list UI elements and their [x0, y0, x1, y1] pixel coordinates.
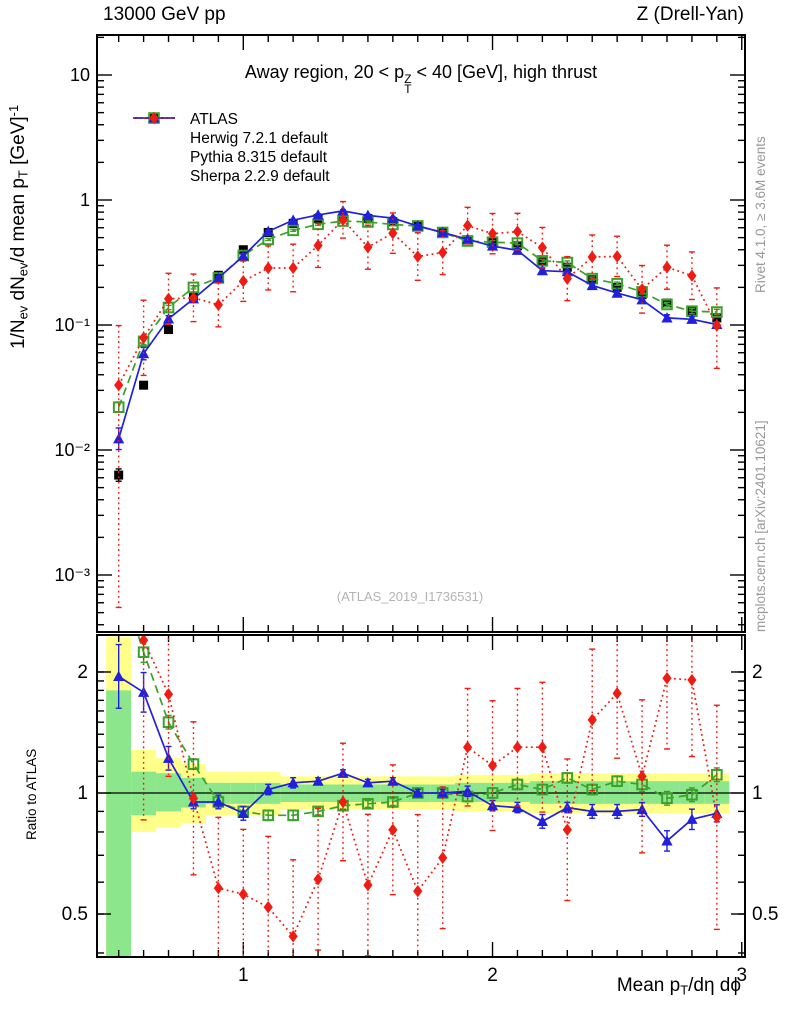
legend-label-herwig: Herwig 7.2.1 default	[190, 129, 328, 147]
legend-label-atlas: ATLAS	[190, 110, 238, 128]
legend-row-pythia: Pythia 8.315 default	[131, 112, 330, 167]
rivet-version-note: Rivet 4.1.0, ≥ 3.6M events	[753, 136, 768, 293]
main-series-herwig	[112, 215, 723, 414]
svg-text:2: 2	[752, 662, 763, 683]
main-series-pythia	[113, 205, 723, 451]
main-y-axis-label: 1/Nev dNev/d mean pT [GeV]-1	[6, 104, 31, 349]
header-process: Z (Drell-Yan)	[636, 4, 744, 25]
axis-ticks	[97, 35, 745, 957]
svg-text:10⁻²: 10⁻²	[54, 440, 90, 460]
svg-text:10: 10	[70, 65, 90, 85]
svg-text:2: 2	[487, 965, 498, 986]
watermark-analysis-id: (ATLAS_2019_I1736531)	[336, 589, 484, 604]
legend-marker-herwig-icon	[131, 112, 177, 147]
ratio-panel-frame	[96, 634, 746, 958]
x-axis-label: Mean pT/dη dϕ	[616, 975, 741, 998]
header-beam-energy: 13000 GeV pp	[103, 4, 226, 25]
mcplots-arxiv-note: mcplots.cern.ch [arXiv:2401.10621]	[753, 420, 768, 632]
svg-text:0.5: 0.5	[62, 904, 88, 925]
legend-marker-sherpa-icon	[131, 111, 177, 185]
svg-text:10⁻³: 10⁻³	[54, 565, 90, 585]
legend-marker-pythia-icon	[131, 112, 177, 166]
svg-text:1: 1	[77, 783, 88, 804]
legend-row-sherpa: Sherpa 2.2.9 default	[131, 111, 330, 186]
legend-label-sherpa: Sherpa 2.2.9 default	[190, 167, 330, 185]
ratio-y-axis-label: Ratio to ATLAS	[24, 748, 39, 840]
ratio-series-sherpa	[139, 635, 722, 957]
svg-text:1: 1	[752, 783, 763, 804]
svg-text:1: 1	[238, 965, 249, 986]
legend: ATLAS Herwig 7.2.1 default Pythia 8.315 …	[131, 110, 330, 186]
svg-text:2: 2	[77, 662, 88, 683]
legend-label-pythia: Pythia 8.315 default	[190, 148, 328, 166]
svg-text:1: 1	[80, 190, 90, 210]
legend-row-herwig: Herwig 7.2.1 default	[131, 112, 330, 148]
main-series-sherpa	[114, 200, 722, 609]
svg-text:3: 3	[736, 965, 747, 986]
main-panel-frame	[96, 34, 746, 633]
axis-tick-labels: 10 1 10⁻¹ 10⁻² 10⁻³ 1 2 3 2 2 1 1 0.5 0.5	[54, 65, 778, 986]
svg-text:0.5: 0.5	[752, 904, 778, 925]
svg-text:10⁻¹: 10⁻¹	[54, 315, 90, 335]
